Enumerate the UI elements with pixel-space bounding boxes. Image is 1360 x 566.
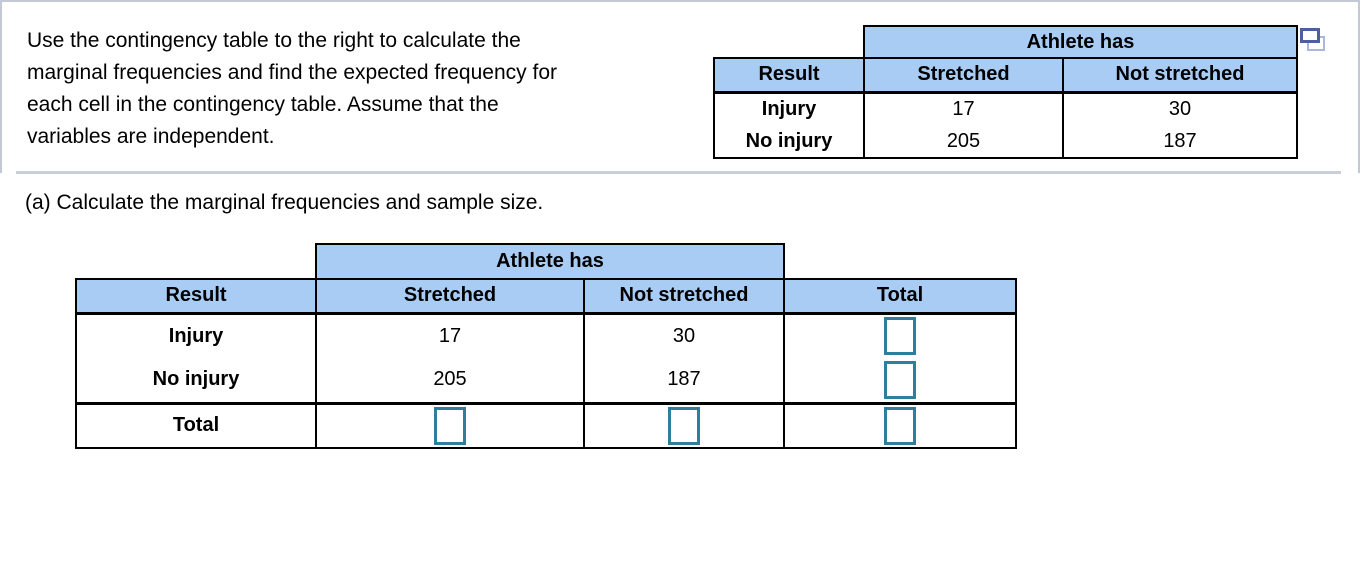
input-injury-total[interactable] xyxy=(884,317,916,356)
ans-total-spacer xyxy=(784,244,1016,279)
table-row: No injury 205 187 xyxy=(75,358,1017,404)
ref-header-result: Result xyxy=(713,57,865,94)
reference-contingency-table: Athlete has Result Stretched Not stretch… xyxy=(713,25,1298,159)
reference-table: Athlete has Result Stretched Not stretch… xyxy=(713,25,1298,159)
ref-header-stretched: Stretched xyxy=(863,57,1064,94)
ans-row-label-injury: Injury xyxy=(75,312,317,358)
ans-cell-injury-total xyxy=(783,312,1017,358)
ans-cell-injury-stretched: 17 xyxy=(315,312,585,358)
ans-row-label-total: Total xyxy=(75,401,317,449)
ans-cell-no-injury-total xyxy=(783,358,1017,404)
ans-header-not-stretched: Not stretched xyxy=(583,278,785,315)
input-stretched-total[interactable] xyxy=(434,406,466,445)
table-row: No injury 205 187 xyxy=(713,125,1298,159)
ref-row-label-injury: Injury xyxy=(713,91,865,125)
pop-out-table-icon[interactable] xyxy=(1300,28,1327,52)
problem-statement-line: variables are independent. xyxy=(27,125,275,148)
input-grand-total[interactable] xyxy=(884,406,916,445)
ref-cell-no-injury-not-stretched: 187 xyxy=(1062,125,1298,159)
ans-row-label-no-injury: No injury xyxy=(75,358,317,404)
table-row: Injury 17 30 xyxy=(75,312,1017,358)
ref-corner-spacer xyxy=(714,26,864,58)
problem-statement-line: marginal frequencies and find the expect… xyxy=(27,61,557,84)
table-row: Total xyxy=(75,401,1017,449)
ref-header-not-stretched: Not stretched xyxy=(1062,57,1298,94)
part-a-label: (a) Calculate the marginal frequencies a… xyxy=(25,191,544,214)
problem-statement: Use the contingency table to the right t… xyxy=(27,25,557,153)
ans-header-total: Total xyxy=(783,278,1017,315)
pop-out-front-rect xyxy=(1300,28,1320,43)
ans-group-header: Athlete has xyxy=(315,243,785,280)
answer-contingency-table: Athlete has Result Stretched Not stretch… xyxy=(75,243,1017,449)
ans-cell-grand-total xyxy=(783,401,1017,449)
ans-corner-spacer xyxy=(76,244,316,279)
ans-cell-no-injury-stretched: 205 xyxy=(315,358,585,404)
ref-cell-injury-stretched: 17 xyxy=(863,91,1064,125)
ans-header-stretched: Stretched xyxy=(315,278,585,315)
section-divider xyxy=(16,171,1341,174)
ans-cell-no-injury-not-stretched: 187 xyxy=(583,358,785,404)
table-row: Injury 17 30 xyxy=(713,91,1298,125)
ref-cell-no-injury-stretched: 205 xyxy=(863,125,1064,159)
problem-statement-line: each cell in the contingency table. Assu… xyxy=(27,93,499,116)
problem-statement-line: Use the contingency table to the right t… xyxy=(27,29,521,52)
ans-cell-total-stretched xyxy=(315,401,585,449)
ans-header-result: Result xyxy=(75,278,317,315)
input-no-injury-total[interactable] xyxy=(884,360,916,399)
ref-cell-injury-not-stretched: 30 xyxy=(1062,91,1298,125)
input-not-stretched-total[interactable] xyxy=(668,406,700,445)
ref-row-label-no-injury: No injury xyxy=(713,125,865,159)
ans-cell-injury-not-stretched: 30 xyxy=(583,312,785,358)
answer-table: Athlete has Result Stretched Not stretch… xyxy=(75,243,1017,449)
ans-cell-total-not-stretched xyxy=(583,401,785,449)
ref-group-header: Athlete has xyxy=(863,25,1298,59)
